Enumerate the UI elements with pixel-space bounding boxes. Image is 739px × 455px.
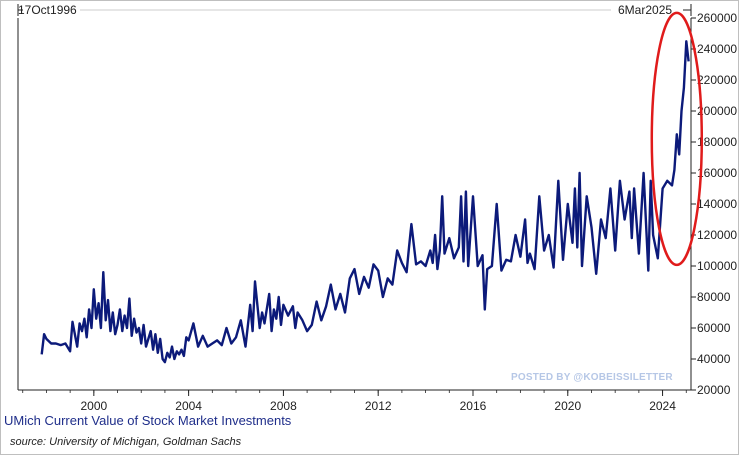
y-tick-label: 220000: [697, 73, 737, 87]
x-axis-ticks: 2000 2004 2008 2012 2016 2020 2024: [22, 390, 687, 413]
y-axis-ticks: 20000 40000 60000 80000 100000 120000 140000 16…: [691, 11, 737, 397]
date-range-marks: [17, 4, 692, 16]
end-date-label: 6Mar2025: [618, 3, 673, 17]
x-tick-label: 2004: [175, 399, 202, 413]
x-tick-label: 2000: [80, 399, 107, 413]
y-tick-label: 40000: [697, 352, 731, 366]
y-tick-label: 60000: [697, 321, 731, 335]
y-tick-label: 200000: [697, 104, 737, 118]
y-tick-label: 260000: [697, 11, 737, 25]
highlight-ellipse: [650, 11, 704, 267]
y-tick-label: 20000: [697, 383, 731, 397]
chart-axes: [17, 18, 692, 391]
x-tick-label: 2008: [270, 399, 297, 413]
chart-title: UMich Current Value of Stock Market Inve…: [4, 413, 292, 428]
x-tick-label: 2012: [365, 399, 392, 413]
source-note: source: University of Michigan, Goldman …: [10, 436, 242, 448]
y-tick-label: 120000: [697, 228, 737, 242]
y-tick-label: 160000: [697, 166, 737, 180]
y-tick-label: 80000: [697, 290, 731, 304]
x-tick-label: 2016: [460, 399, 487, 413]
series-line: [40, 40, 690, 364]
x-tick-label: 2020: [554, 399, 581, 413]
watermark-text: POSTED BY @KOBEISSILETTER: [511, 372, 673, 383]
x-tick-label: 2024: [649, 399, 676, 413]
y-tick-label: 140000: [697, 197, 737, 211]
y-tick-label: 240000: [697, 42, 737, 56]
start-date-label: 17Oct1996: [18, 3, 77, 17]
y-tick-label: 180000: [697, 135, 737, 149]
y-tick-label: 100000: [697, 259, 737, 273]
